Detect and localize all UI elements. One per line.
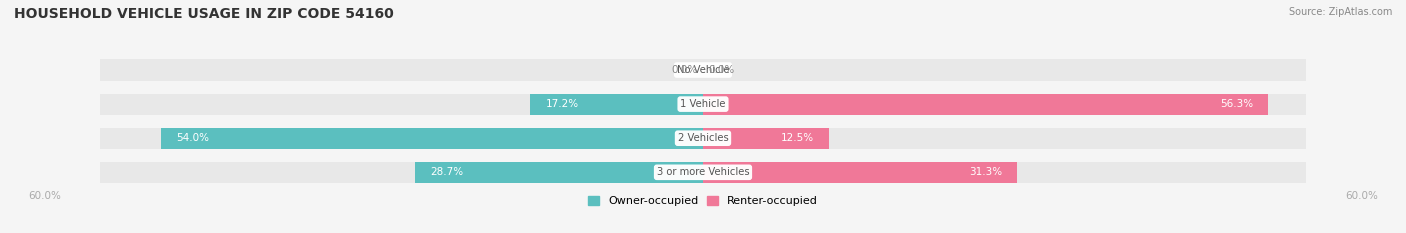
- Bar: [703, 128, 828, 149]
- Bar: [703, 128, 1306, 149]
- Text: HOUSEHOLD VEHICLE USAGE IN ZIP CODE 54160: HOUSEHOLD VEHICLE USAGE IN ZIP CODE 5416…: [14, 7, 394, 21]
- Bar: [100, 128, 703, 149]
- Bar: [100, 162, 703, 183]
- Text: 54.0%: 54.0%: [176, 133, 208, 143]
- Text: 17.2%: 17.2%: [546, 99, 578, 109]
- Text: No Vehicle: No Vehicle: [676, 65, 730, 75]
- Text: 2 Vehicles: 2 Vehicles: [678, 133, 728, 143]
- Text: 60.0%: 60.0%: [28, 191, 60, 201]
- Text: Source: ZipAtlas.com: Source: ZipAtlas.com: [1288, 7, 1392, 17]
- Text: 12.5%: 12.5%: [780, 133, 814, 143]
- Text: 0.0%: 0.0%: [709, 65, 734, 75]
- Text: 31.3%: 31.3%: [969, 167, 1002, 177]
- Text: 28.7%: 28.7%: [430, 167, 463, 177]
- Text: 3 or more Vehicles: 3 or more Vehicles: [657, 167, 749, 177]
- Bar: [530, 93, 703, 115]
- Text: 60.0%: 60.0%: [1346, 191, 1378, 201]
- Text: 56.3%: 56.3%: [1220, 99, 1253, 109]
- Bar: [160, 128, 703, 149]
- Text: 1 Vehicle: 1 Vehicle: [681, 99, 725, 109]
- Bar: [100, 59, 703, 81]
- Text: 0.0%: 0.0%: [672, 65, 697, 75]
- Bar: [703, 162, 1018, 183]
- Bar: [703, 59, 1306, 81]
- Bar: [100, 93, 703, 115]
- Bar: [415, 162, 703, 183]
- Bar: [703, 93, 1306, 115]
- Bar: [703, 93, 1268, 115]
- Bar: [703, 162, 1306, 183]
- Legend: Owner-occupied, Renter-occupied: Owner-occupied, Renter-occupied: [583, 191, 823, 211]
